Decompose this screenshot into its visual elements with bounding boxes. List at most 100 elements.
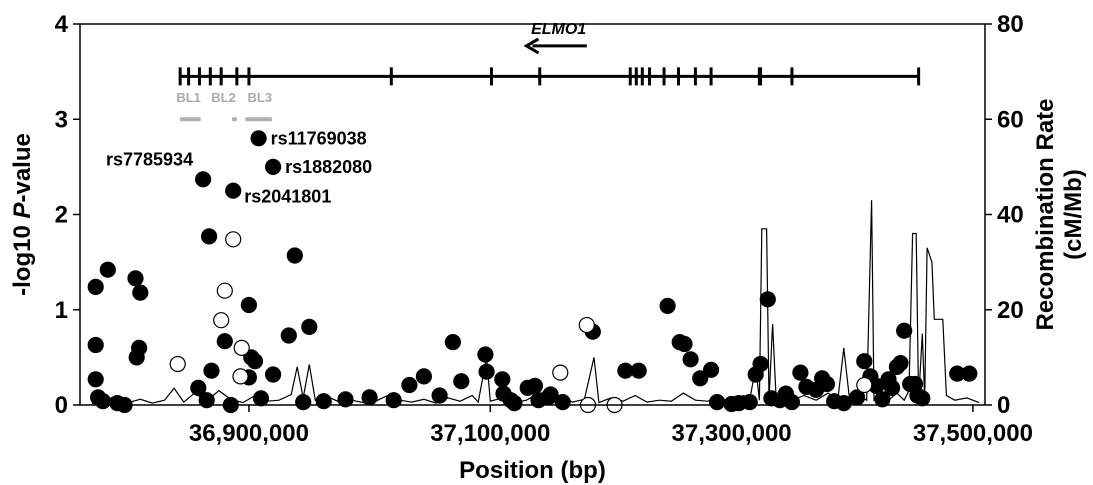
ld-block-label: BL3 <box>248 90 273 105</box>
x-tick-label: 36,900,000 <box>189 420 309 447</box>
snp-point-filled <box>883 379 901 396</box>
gene-track: ELMO1 BL1 BL2 BL3 <box>176 21 921 122</box>
snp-point-open <box>233 339 250 356</box>
snp-point-open <box>213 312 230 329</box>
snp-point-filled <box>401 376 418 394</box>
y-tick-label: 0 <box>55 392 68 419</box>
snp-points <box>87 130 978 414</box>
snp-point-filled <box>385 392 402 409</box>
snp-point-filled <box>494 371 511 388</box>
snp-point-open <box>232 368 249 385</box>
gene-name-label: ELMO1 <box>531 21 586 38</box>
y2-tick-label: 80 <box>997 11 1024 38</box>
snp-point-filled <box>286 247 303 264</box>
snp-point-filled <box>892 355 909 372</box>
snp-point-filled <box>752 355 769 373</box>
snp-point-filled <box>315 393 332 410</box>
snp-point-filled <box>337 391 354 408</box>
x-tick-label: 37,500,000 <box>913 420 1033 447</box>
snp-point-filled <box>361 389 378 406</box>
snp-point-open <box>216 282 233 299</box>
snp-point-filled <box>506 395 523 412</box>
snp-point-open <box>856 376 873 394</box>
snp-point-labeled <box>225 182 242 199</box>
y-tick-label: 3 <box>55 106 68 133</box>
y-tick-label: 1 <box>55 297 68 324</box>
snp-point-filled <box>676 335 693 353</box>
snp-point-filled <box>659 297 676 314</box>
snp-point-filled <box>128 349 145 366</box>
snp-point-filled <box>914 390 931 407</box>
snp-point-filled <box>542 386 559 403</box>
snp-label-rs1882080: rs1882080 <box>285 157 372 177</box>
snp-point-filled <box>109 395 126 412</box>
snp-label-rs11769038: rs11769038 <box>271 128 367 148</box>
snp-point-filled <box>759 291 776 308</box>
snp-point-labeled <box>195 171 212 188</box>
snp-point-filled <box>682 351 699 368</box>
snp-point-filled <box>265 366 282 383</box>
snp-point-filled <box>554 394 571 411</box>
y2-tick-label: 20 <box>997 297 1024 324</box>
snp-label-rs2041801: rs2041801 <box>244 187 331 207</box>
snp-point-filled <box>127 270 144 287</box>
snp-point-filled <box>702 361 720 378</box>
y2-tick-label: 40 <box>997 202 1024 229</box>
snp-point-filled <box>818 375 836 393</box>
snp-point-filled <box>874 391 891 408</box>
ld-block-label: BL1 <box>176 90 201 105</box>
snp-label-rs7785934: rs7785934 <box>106 149 193 169</box>
snp-point-filled <box>203 362 220 379</box>
snp-point-filled <box>87 336 104 354</box>
x-axis-title: Position (bp) <box>459 457 606 484</box>
snp-point-filled <box>216 333 233 350</box>
snp-point-open <box>225 231 242 248</box>
snp-point-filled <box>295 394 312 411</box>
arrowhead-icon <box>523 37 540 55</box>
recombination-layer <box>91 200 980 405</box>
snp-point-filled <box>792 364 809 381</box>
snp-point-filled <box>835 395 852 412</box>
snp-point-filled <box>201 228 218 245</box>
y2-axis-title-line1: Recombination Rate <box>1032 98 1059 330</box>
snp-point-filled <box>741 394 758 411</box>
snp-point-filled <box>478 363 495 380</box>
y-tick-label: 4 <box>55 11 69 38</box>
snp-point-filled <box>692 370 709 387</box>
snp-point-filled <box>856 353 873 370</box>
snp-point-filled <box>477 346 494 363</box>
snp-point-filled <box>453 373 470 390</box>
snp-point-filled <box>132 284 149 301</box>
snp-point-filled <box>301 318 318 335</box>
snp-point-open <box>169 355 186 373</box>
y2-axis-title-line2: (cM/Mb) <box>1060 169 1087 260</box>
snp-point-filled <box>444 334 461 351</box>
recombination-rate-line <box>91 200 980 405</box>
snp-point-filled <box>783 394 801 411</box>
snp-point-filled <box>87 278 104 295</box>
snp-point-open <box>578 316 595 334</box>
x-tick-label: 37,300,000 <box>672 420 792 447</box>
y-axis-title: -log10 P-value <box>9 133 36 296</box>
snp-point-filled <box>99 261 116 278</box>
snp-point-labeled <box>250 130 267 147</box>
annotations: rs11769038 rs7785934 rs1882080 rs2041801 <box>106 128 372 206</box>
snp-point-filled <box>896 322 913 339</box>
snp-point-labeled <box>265 158 282 175</box>
snp-point-filled <box>280 327 297 344</box>
snp-point-filled <box>708 394 726 411</box>
snp-point-filled <box>198 392 215 409</box>
y2-tick-label: 0 <box>997 392 1010 419</box>
snp-point-filled <box>94 393 112 410</box>
snp-point-filled <box>87 371 104 388</box>
ld-block-label: BL2 <box>211 90 236 105</box>
snp-point-filled <box>190 379 207 396</box>
y2-tick-label: 60 <box>997 106 1024 133</box>
snp-point-filled <box>252 390 270 407</box>
snp-point-filled <box>415 368 432 385</box>
x-tick-label: 37,100,000 <box>430 420 550 447</box>
snp-point-filled <box>526 377 544 394</box>
snp-point-filled <box>246 353 264 370</box>
